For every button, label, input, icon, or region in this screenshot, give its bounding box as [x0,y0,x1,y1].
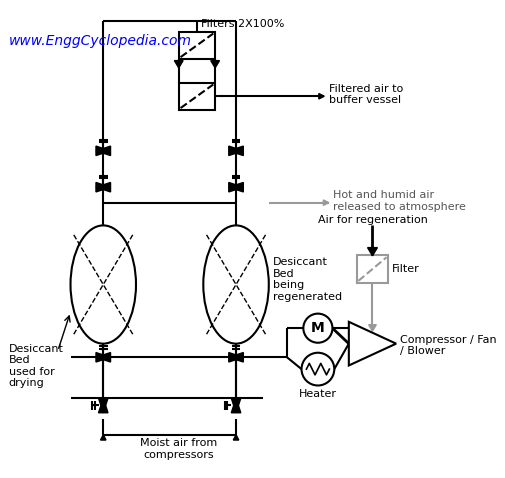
Text: Compressor / Fan
/ Blower: Compressor / Fan / Blower [399,335,495,356]
Polygon shape [174,61,183,68]
Ellipse shape [203,226,268,344]
Polygon shape [368,325,376,331]
Polygon shape [96,146,110,155]
Bar [356,255,388,282]
Polygon shape [323,200,328,206]
Polygon shape [98,398,108,413]
Polygon shape [96,183,110,192]
Polygon shape [96,353,110,362]
Text: Heater: Heater [298,389,336,399]
Polygon shape [228,183,243,192]
Polygon shape [96,353,110,362]
Text: www.EnggCyclopedia.com: www.EnggCyclopedia.com [9,34,191,48]
Polygon shape [348,322,395,366]
Text: Filter: Filter [391,264,419,274]
Polygon shape [228,353,243,362]
Polygon shape [228,146,243,155]
Ellipse shape [70,226,136,344]
Polygon shape [228,146,243,155]
Polygon shape [367,248,377,256]
Circle shape [301,353,334,385]
Text: Moist air from
compressors: Moist air from compressors [140,438,217,460]
Polygon shape [233,435,238,440]
Text: Hot and humid air
released to atmosphere: Hot and humid air released to atmosphere [333,190,465,212]
Circle shape [303,314,332,343]
Polygon shape [100,435,106,440]
Polygon shape [228,183,243,192]
Polygon shape [96,183,110,192]
Text: Filtered air to
buffer vessel: Filtered air to buffer vessel [328,84,402,105]
Polygon shape [231,398,240,413]
Polygon shape [228,353,243,362]
Polygon shape [98,398,108,413]
Bar [178,32,215,59]
Polygon shape [211,61,219,68]
Bar [178,83,215,110]
Text: Air for regeneration: Air for regeneration [317,216,427,226]
Polygon shape [318,94,324,99]
Polygon shape [96,146,110,155]
Text: Desiccant
Bed
being
regenerated: Desiccant Bed being regenerated [273,257,342,302]
Text: Desiccant
Bed
used for
drying: Desiccant Bed used for drying [9,344,64,389]
Text: M: M [311,321,324,335]
Polygon shape [231,398,240,413]
Text: Filters 2X100%: Filters 2X100% [201,19,284,29]
